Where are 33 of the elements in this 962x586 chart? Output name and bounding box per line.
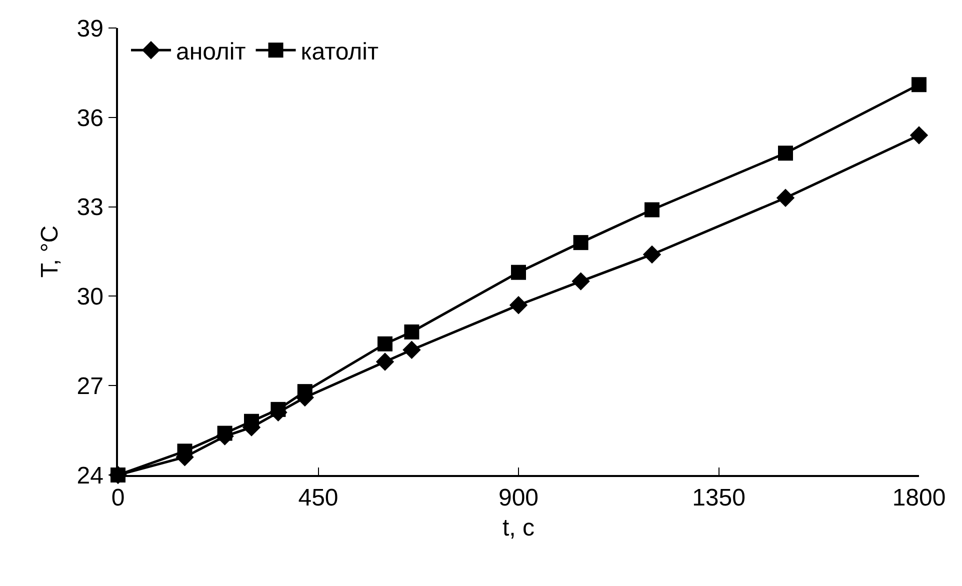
y-axis-title: T, °C <box>36 225 64 278</box>
point <box>376 352 394 371</box>
point <box>270 402 286 417</box>
point <box>642 245 662 264</box>
point <box>511 264 526 280</box>
point <box>402 340 421 359</box>
y-tick-label: 30 <box>76 284 104 311</box>
x-tick-label: 0 <box>111 484 125 512</box>
point <box>297 384 312 400</box>
point <box>912 77 926 92</box>
point <box>572 272 590 290</box>
point <box>644 202 660 218</box>
legend-label: католіт <box>300 38 378 66</box>
point <box>509 296 528 314</box>
point <box>217 426 232 441</box>
point <box>404 324 420 340</box>
y-tick-label: 24 <box>76 462 104 490</box>
y-tick-label: 39 <box>76 15 104 42</box>
x-tick-label: 450 <box>298 484 338 512</box>
y-tick-label: 36 <box>76 104 104 132</box>
y-tick-label: 27 <box>76 373 104 400</box>
legend-label: аноліт <box>176 38 246 66</box>
point <box>776 188 795 207</box>
point <box>778 146 793 161</box>
x-tick-label: 1350 <box>692 484 746 512</box>
x-tick-label: 1800 <box>892 484 946 512</box>
y-tick-label: 33 <box>76 194 104 222</box>
x-axis-title: t, c <box>502 514 535 542</box>
point <box>177 444 192 459</box>
point <box>573 235 588 250</box>
point <box>910 126 928 144</box>
x-tick-label: 900 <box>498 484 539 512</box>
point <box>378 336 392 352</box>
